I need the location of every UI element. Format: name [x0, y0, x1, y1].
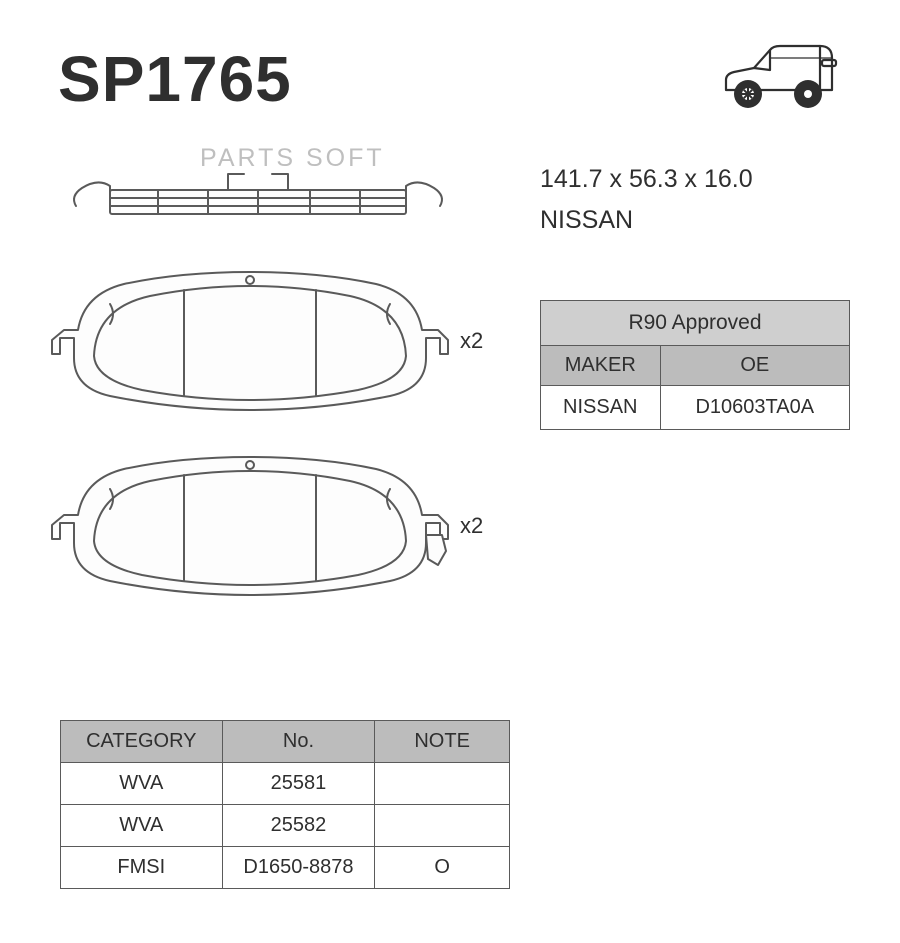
qty-label-2: x2 [460, 513, 483, 539]
cat-cell: 25581 [222, 763, 375, 805]
brand-text: NISSAN [540, 206, 633, 235]
cat-cell [375, 805, 510, 847]
oe-row: NISSAN D10603TA0A [541, 386, 850, 430]
category-table: CATEGORY No. NOTE WVA 25581 WVA 25582 FM… [60, 720, 510, 889]
diagram-area: x2 x2 [20, 160, 520, 660]
r90-approved-cell: R90 Approved [541, 301, 850, 346]
cat-row: WVA 25581 [61, 763, 510, 805]
brake-pad-diagram-2 [50, 455, 450, 605]
oe-cell-maker: NISSAN [541, 386, 661, 430]
oe-header-oe: OE [660, 346, 849, 386]
cat-row: FMSI D1650-8878 O [61, 847, 510, 889]
part-number-title: SP1765 [58, 42, 292, 116]
cat-cell: 25582 [222, 805, 375, 847]
cat-header-no: No. [222, 721, 375, 763]
cat-header-note: NOTE [375, 721, 510, 763]
cat-row: WVA 25582 [61, 805, 510, 847]
cat-cell: FMSI [61, 847, 223, 889]
oe-cell-oe: D10603TA0A [660, 386, 849, 430]
front-axle-car-icon [720, 40, 840, 112]
cat-cell: D1650-8878 [222, 847, 375, 889]
cat-cell [375, 763, 510, 805]
oe-header-maker: MAKER [541, 346, 661, 386]
cat-header-category: CATEGORY [61, 721, 223, 763]
qty-label-1: x2 [460, 328, 483, 354]
cat-cell: WVA [61, 763, 223, 805]
brake-pad-diagram-1 [50, 270, 450, 420]
cat-cell: WVA [61, 805, 223, 847]
clip-diagram [68, 160, 448, 230]
dimensions-text: 141.7 x 56.3 x 16.0 [540, 165, 753, 194]
cat-cell: O [375, 847, 510, 889]
oe-table: R90 Approved MAKER OE NISSAN D10603TA0A [540, 300, 850, 430]
page-root: SP1765 PA [0, 0, 900, 943]
